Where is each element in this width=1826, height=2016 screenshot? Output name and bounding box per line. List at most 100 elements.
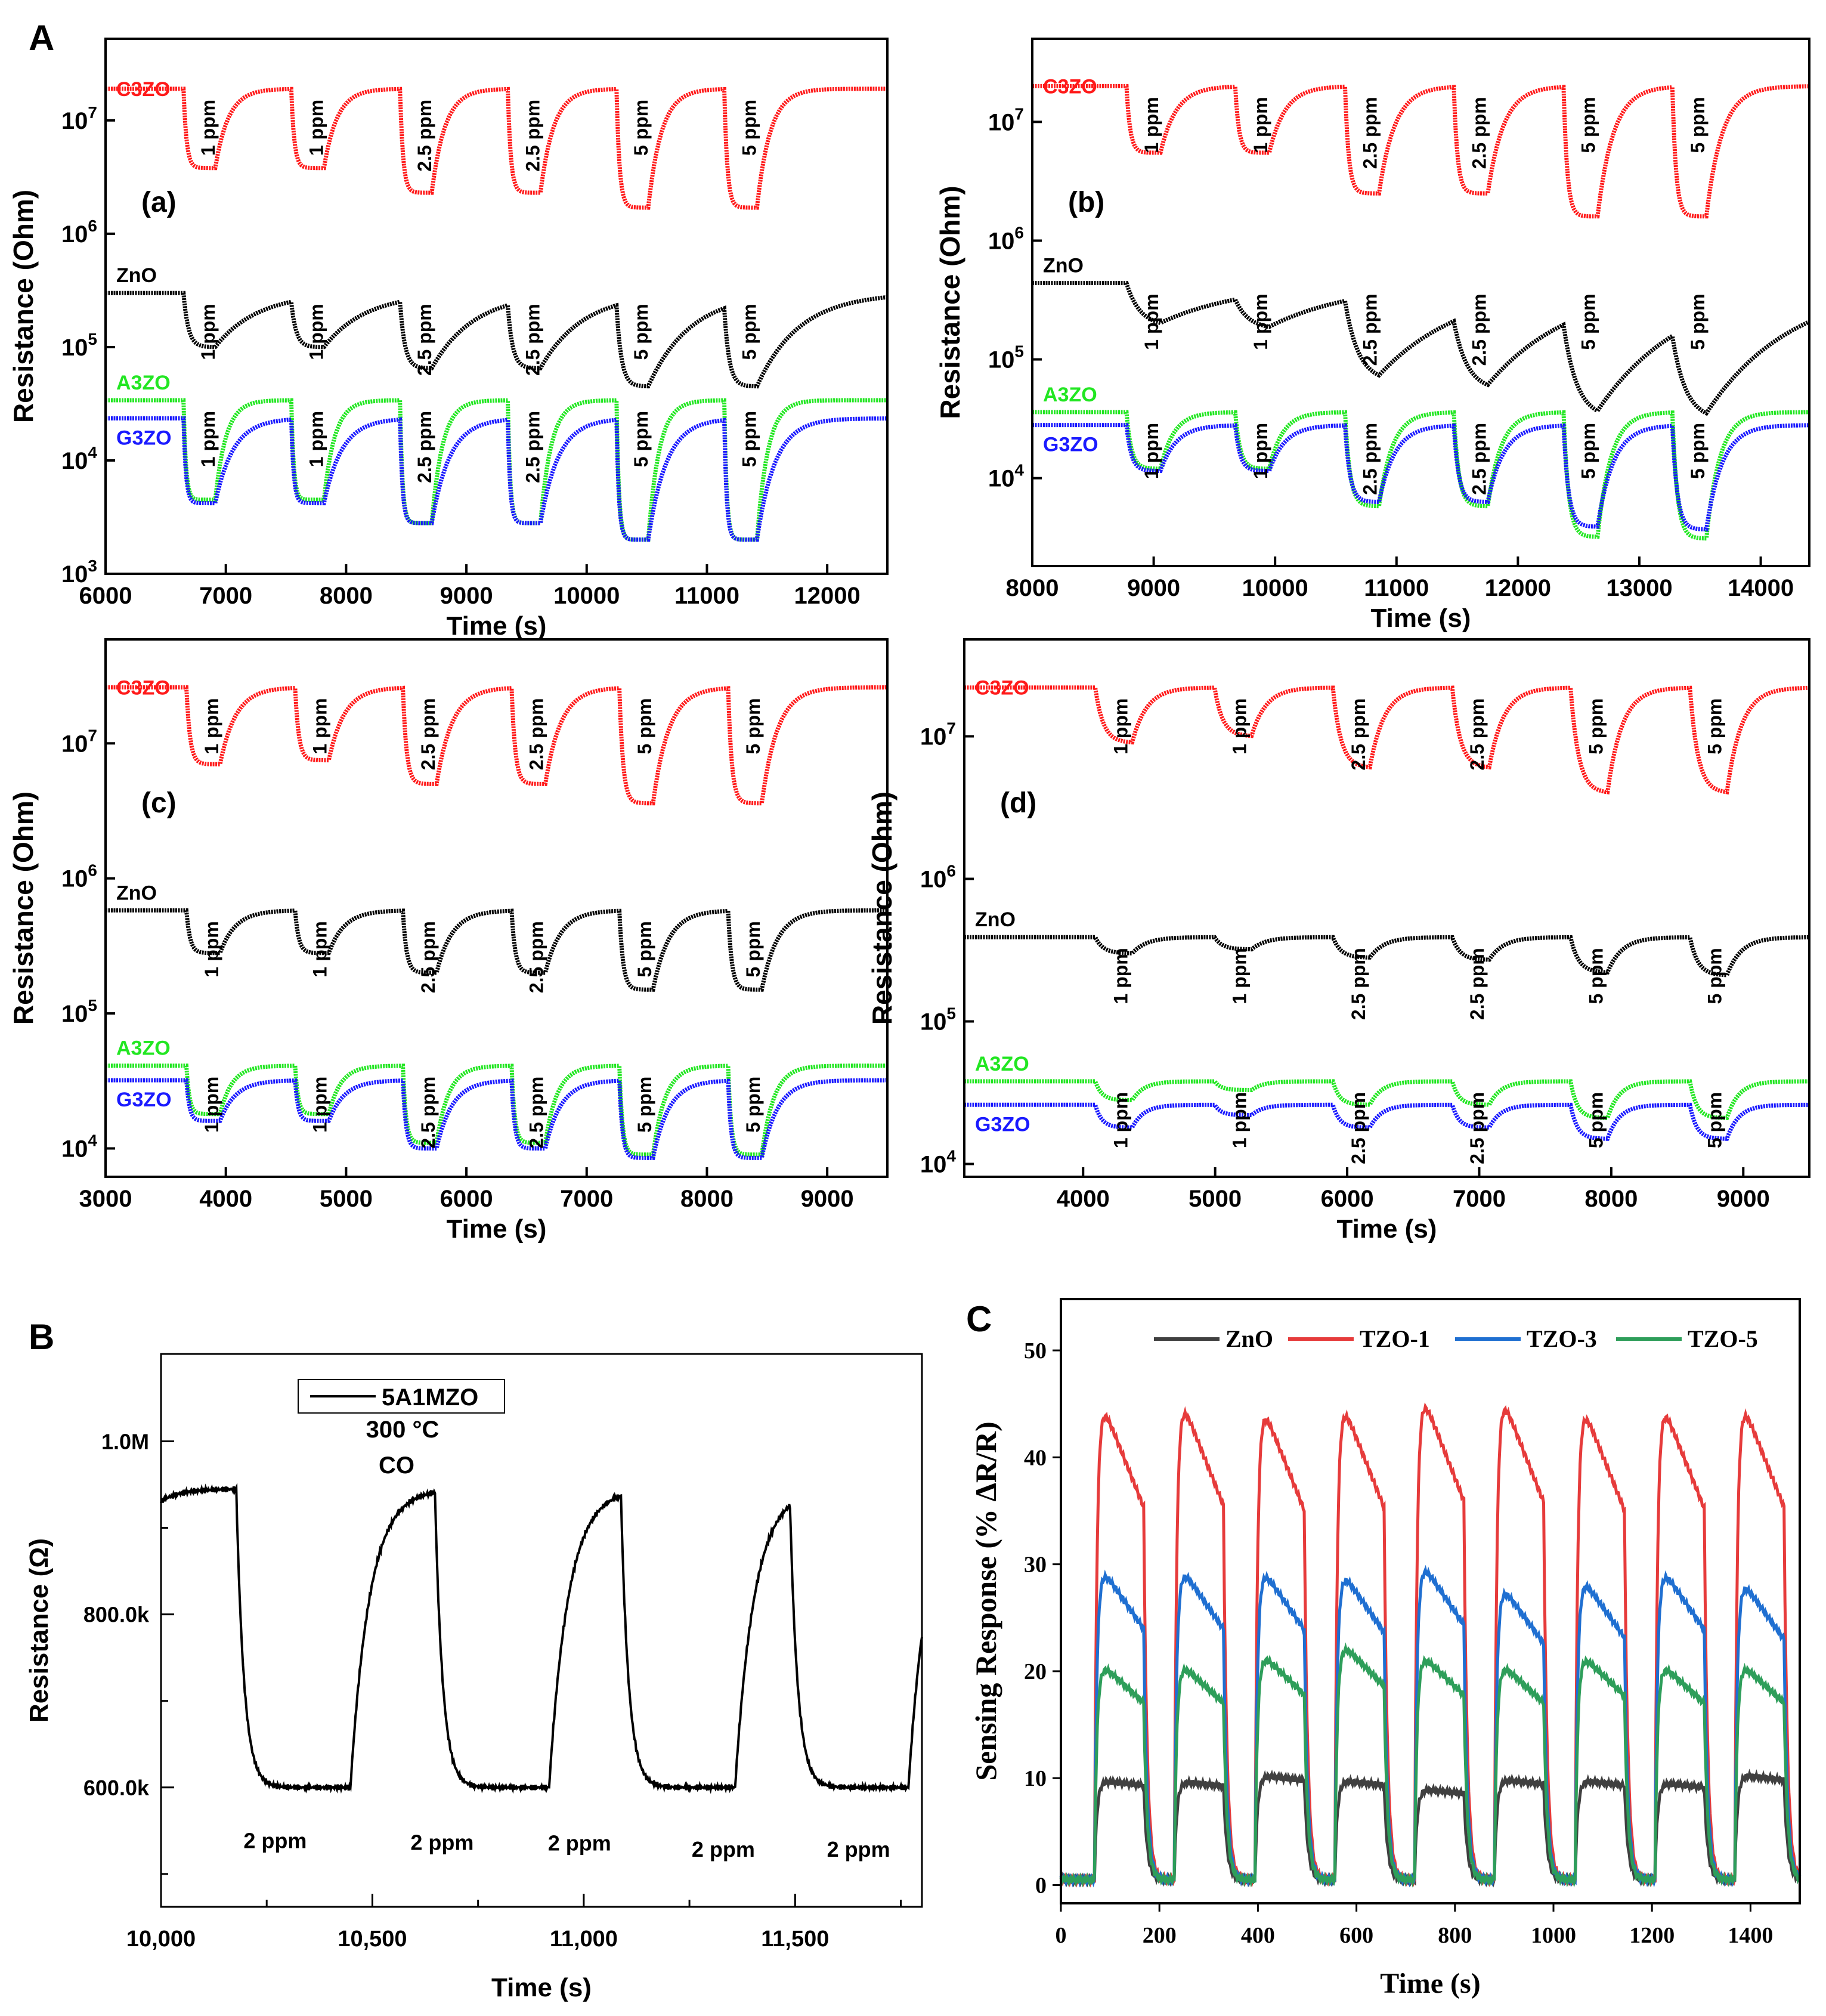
x-tick-label: 10,500 xyxy=(338,1927,407,1952)
x-tick-label: 200 xyxy=(1143,1923,1177,1948)
y-axis-title: Resistance (Ω) xyxy=(24,1538,54,1723)
ppm-label: 2.5 ppm xyxy=(1466,1092,1488,1164)
chart-b: C3ZO ZnO A3ZO G3ZO 1 ppm 1 ppm 2.5 ppm 2.5 ppm 5… xyxy=(934,38,1810,633)
series-label-c3zo: C3ZO xyxy=(975,677,1029,700)
ppm-label: 1 ppm xyxy=(201,921,222,977)
y-tick-label: 104 xyxy=(988,461,1025,492)
ppm-label: 2.5 ppm xyxy=(414,411,435,483)
series-line-tzo-1 xyxy=(1059,1402,1802,1888)
x-tick-label: 1000 xyxy=(1531,1923,1576,1948)
ppm-label: 5 ppm xyxy=(742,698,764,754)
ppm-label: 2.5 ppm xyxy=(522,304,544,376)
y-tick-label: 800.0k xyxy=(83,1603,150,1627)
x-tick-label: 10000 xyxy=(553,583,620,609)
ppm-label: 2.5 ppm xyxy=(1348,1092,1369,1164)
chart-B: 10,000 10,500 11,000 11,500 600.0k 800.0k 1.0M… xyxy=(24,1353,923,2002)
series-label-zno: ZnO xyxy=(116,882,157,904)
x-tick-label: 3000 xyxy=(79,1186,132,1212)
ppm-label: 5 ppm xyxy=(630,411,652,467)
figure-label-B: B xyxy=(29,1317,54,1357)
legend-label: 5A1MZO xyxy=(382,1384,478,1411)
series-line-g3zo xyxy=(1032,423,1809,532)
x-tick-label: 8000 xyxy=(1584,1186,1638,1212)
y-tick-label: 104 xyxy=(61,1131,98,1162)
x-axis-title: Time (s) xyxy=(447,611,547,641)
ppm-label: 2.5 ppm xyxy=(1469,423,1490,495)
y-tick-label: 107 xyxy=(920,719,956,750)
series-line-g3zo xyxy=(106,416,887,542)
ppm-label: 5 ppm xyxy=(634,698,655,754)
x-tick-label: 1400 xyxy=(1728,1923,1773,1948)
legend-label-zno: ZnO xyxy=(1225,1325,1273,1352)
y-axis-title: Resistance (Ohm) xyxy=(866,791,897,1025)
panel-label: (a) xyxy=(141,187,177,218)
ppm-label: 5 ppm xyxy=(630,304,652,360)
ppm-label: 1 ppm xyxy=(197,100,219,156)
ppm-label: 2.5 ppm xyxy=(526,698,547,770)
chart-d: C3ZO ZnO A3ZO G3ZO 1 ppm 1 ppm 2.5 ppm 2.5 ppm 5… xyxy=(866,638,1810,1244)
ppm-label: 2.5 ppm xyxy=(526,921,547,993)
ppm-label: 2.5 ppm xyxy=(1466,698,1488,771)
y-tick-label: 105 xyxy=(61,330,97,361)
ppm-label: 2.5 ppm xyxy=(414,100,435,172)
ppm-label: 5 ppm xyxy=(1585,1092,1607,1148)
ppm-label: 2.5 ppm xyxy=(522,100,544,172)
series-label-g3zo: G3ZO xyxy=(975,1113,1030,1136)
ppm-label: 1 ppm xyxy=(306,411,327,467)
series-label-g3zo: G3ZO xyxy=(1043,434,1098,456)
y-tick-label: 104 xyxy=(61,443,98,474)
series-label-g3zo: G3ZO xyxy=(116,426,172,449)
ppm-label: 2 ppm xyxy=(243,1828,307,1853)
series-label-zno: ZnO xyxy=(975,908,1016,931)
panel-label: (d) xyxy=(1000,787,1036,819)
ppm-label: 1 ppm xyxy=(310,698,331,754)
series-label-zno: ZnO xyxy=(1043,254,1084,277)
y-tick-label: 103 xyxy=(61,556,97,588)
ppm-label: 1 ppm xyxy=(1229,948,1251,1004)
ppm-label: 2.5 ppm xyxy=(1466,948,1488,1020)
x-tick-label: 6000 xyxy=(1321,1186,1374,1212)
ppm-label: 5 ppm xyxy=(739,411,760,467)
ppm-label: 1 ppm xyxy=(197,411,219,467)
legend: 5A1MZO xyxy=(298,1379,505,1414)
ppm-label: 5 ppm xyxy=(739,100,760,156)
x-tick-label: 800 xyxy=(1438,1923,1472,1948)
ppm-label: 2.5 ppm xyxy=(1348,948,1369,1020)
ppm-label: 2.5 ppm xyxy=(1348,698,1369,771)
x-axis-title: Time (s) xyxy=(1380,1968,1480,1999)
series-line-g3zo xyxy=(964,1102,1809,1141)
x-tick-label: 11000 xyxy=(1364,575,1429,601)
x-tick-label: 9000 xyxy=(801,1186,854,1212)
chart-C: 0 200 400 600 800 1000 1200 1400 0 10 20 30 40 50 ZnO T… xyxy=(969,1298,1802,1999)
y-tick-label: 40 xyxy=(1024,1445,1047,1470)
series-line-zno xyxy=(1059,1768,1801,1888)
ppm-label: 5 ppm xyxy=(1578,97,1599,153)
ppm-label: 1 ppm xyxy=(310,921,331,977)
ppm-label: 5 ppm xyxy=(742,1077,764,1133)
series-label-c3zo: C3ZO xyxy=(116,78,171,101)
ppm-label: 2.5 ppm xyxy=(417,921,439,993)
ppm-label: 2.5 ppm xyxy=(526,1077,547,1149)
annotation-temperature: 300 °C xyxy=(366,1417,440,1443)
series-line-c3zo xyxy=(106,86,887,210)
series-line-c3zo xyxy=(1032,84,1809,219)
legend-label-tzo-1: TZO-1 xyxy=(1360,1325,1430,1352)
series-line-zno xyxy=(106,290,887,389)
series-label-zno: ZnO xyxy=(116,264,157,287)
x-axis-title: Time (s) xyxy=(491,1973,592,2002)
panel-label: (b) xyxy=(1068,187,1104,218)
chart-a: C3ZO ZnO A3ZO G3ZO 1 ppm 1 ppm 2.5 ppm 2.5 ppm 5… xyxy=(8,38,889,641)
ppm-label: 2 ppm xyxy=(548,1831,611,1856)
y-axis-title: Resistance (Ohm) xyxy=(8,190,39,423)
plot-frame xyxy=(1060,1298,1801,1904)
ppm-label: 5 ppm xyxy=(1704,948,1726,1004)
ppm-label: 1 ppm xyxy=(1141,293,1162,350)
ppm-label: 1 ppm xyxy=(201,1077,222,1133)
series-line-zno xyxy=(1032,281,1810,416)
x-tick-label: 9000 xyxy=(440,583,493,609)
x-tick-label: 400 xyxy=(1241,1923,1275,1948)
y-tick-label: 105 xyxy=(61,996,97,1027)
ppm-label: 2.5 ppm xyxy=(522,411,544,483)
x-tick-label: 7000 xyxy=(199,583,252,609)
x-tick-label: 5000 xyxy=(1189,1186,1242,1212)
